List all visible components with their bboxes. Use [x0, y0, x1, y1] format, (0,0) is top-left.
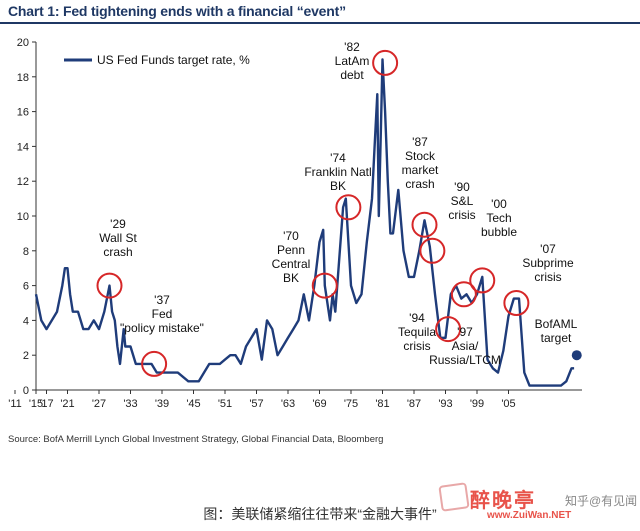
y-tick-label: 18	[17, 72, 29, 84]
x-tick-label: '81	[375, 398, 389, 410]
event-label-line: Tech	[486, 211, 511, 225]
y-tick-label: 20	[17, 37, 29, 49]
event-label-line: Russia/LTCM	[429, 353, 501, 367]
watermark-url: www.ZuiWan.NET	[487, 510, 572, 521]
x-tick-label: '27	[92, 398, 106, 410]
x-tick-label: '93	[438, 398, 452, 410]
event-label-line: Penn	[277, 243, 305, 257]
title-divider	[0, 22, 640, 24]
event-label-line: Tequila	[398, 325, 436, 339]
event-circle	[469, 267, 496, 294]
event-label-line: S&L	[451, 194, 474, 208]
event-label-line: Wall St	[99, 231, 137, 245]
x-tick-label: '75	[344, 398, 358, 410]
y-tick-label: 0	[23, 385, 29, 397]
event-circle	[311, 272, 338, 299]
x-tick-label: '21	[60, 398, 74, 410]
x-tick-label: '99	[470, 398, 484, 410]
event-label-line: '74	[330, 151, 346, 165]
target-label-line: target	[541, 331, 572, 345]
event-circle	[435, 316, 462, 343]
event-label-line: '90	[454, 180, 470, 194]
y-tick-label: 2	[23, 350, 29, 362]
y-tick-label: 16	[17, 107, 29, 119]
x-tick-label: '45	[186, 398, 200, 410]
event-label-line: market	[402, 163, 439, 177]
event-label-line: '70	[283, 229, 299, 243]
x-tick-label: '33	[123, 398, 137, 410]
watermark-side-text: 知乎@有见闻	[565, 494, 638, 508]
event-circle	[419, 237, 446, 264]
event-circle	[96, 272, 123, 299]
watermark-logo: 醉晚亭	[470, 490, 536, 512]
target-label-line: BofAML	[535, 317, 578, 331]
x-tick-label: '17	[39, 398, 53, 410]
y-tick-label: 4	[23, 315, 29, 327]
event-label-line: bubble	[481, 225, 517, 239]
event-label-line: Central	[272, 257, 311, 271]
fed-funds-chart: 0 2 4 6 8 10 12 14 16 18 20 '15 '21 '27 '33 '39 '45 '51 '5…	[8, 37, 582, 410]
fed-funds-line	[34, 58, 575, 387]
event-label-line: Subprime	[522, 256, 574, 270]
x-tick-label: '57	[249, 398, 263, 410]
y-tick-label: 8	[23, 246, 29, 258]
y-tick-label: 12	[17, 176, 29, 188]
legend-label: US Fed Funds target rate, %	[97, 53, 250, 67]
event-circle	[141, 350, 168, 377]
event-label-line: '29	[110, 217, 126, 231]
event-label-line: '07	[540, 242, 556, 256]
event-circle	[503, 290, 530, 316]
event-label-line: crash	[405, 177, 434, 191]
event-circle	[450, 281, 477, 308]
event-label-line: BK	[330, 179, 346, 193]
event-label-line: Franklin Natl	[304, 165, 371, 179]
target-marker	[571, 350, 582, 361]
y-tick-label: 14	[17, 141, 29, 153]
event-label-line: Stock	[405, 149, 436, 163]
event-label-line: BK	[283, 271, 299, 285]
y-tick-label: 6	[23, 281, 29, 293]
x-tick-label: '87	[407, 398, 421, 410]
x-tick-label: '11	[8, 398, 22, 410]
y-tick-label: 10	[17, 211, 29, 223]
event-label-line: Asia/	[452, 339, 479, 353]
x-tick-label: '05	[501, 398, 515, 410]
event-label-line: Fed	[152, 307, 173, 321]
x-tick-label: '69	[312, 398, 326, 410]
event-label-line: crash	[103, 245, 132, 259]
event-label-line: LatAm	[335, 54, 370, 68]
event-label-line: crisis	[448, 208, 475, 222]
event-label-line: '97	[457, 325, 473, 339]
event-label-line: crisis	[403, 339, 430, 353]
x-tick-label: '63	[281, 398, 295, 410]
event-circle	[335, 194, 362, 221]
x-tick-label: '15	[29, 398, 43, 410]
x-tick-label: '51	[218, 398, 232, 410]
event-label-line: '94	[409, 311, 425, 325]
event-label-line: '37	[154, 293, 170, 307]
source-note: Source: BofA Merrill Lynch Global Invest…	[8, 434, 384, 445]
event-label-line: crisis	[534, 270, 561, 284]
event-label-line: '87	[412, 135, 428, 149]
event-label-line: '00	[491, 197, 507, 211]
event-circle	[411, 211, 438, 238]
chart-title: Chart 1: Fed tightening ends with a fina…	[8, 3, 346, 19]
event-label-line: debt	[340, 68, 364, 82]
x-tick-label: '39	[155, 398, 169, 410]
event-circle	[372, 49, 399, 76]
event-label-line: '82	[344, 40, 360, 54]
event-label-line: "policy mistake"	[120, 321, 204, 335]
image-caption: 图：美联储紧缩往往带来“金融大事件”	[203, 506, 437, 522]
